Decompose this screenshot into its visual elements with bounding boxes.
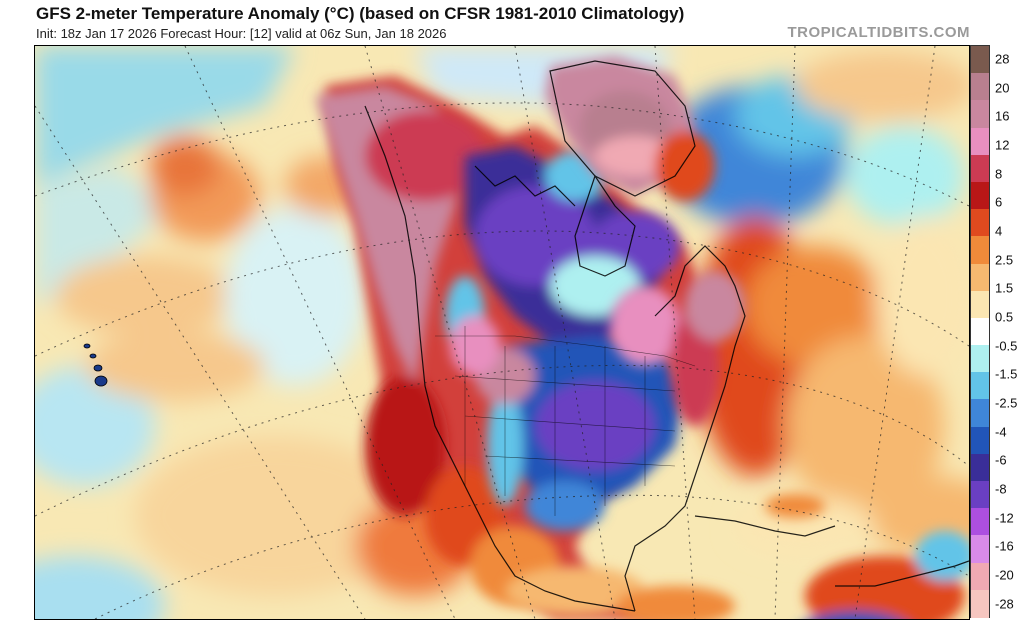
colorbar-tick-label: 20 <box>995 80 1010 96</box>
colorbar-tick-label: 6 <box>995 194 1003 210</box>
colorbar-segment <box>971 263 989 292</box>
colorbar-tick-label: -8 <box>995 481 1007 497</box>
colorbar-segment <box>971 426 989 455</box>
colorbar-tick-label: 4 <box>995 223 1003 239</box>
colorbar-tick-label: 8 <box>995 166 1003 182</box>
colorbar-segment <box>971 181 989 210</box>
brand-watermark[interactable]: TROPICALTIDBITS.COM <box>787 24 970 41</box>
colorbar-tick-label: 16 <box>995 108 1010 124</box>
colorbar-tick-label: -6 <box>995 452 1007 468</box>
colorbar-segment <box>971 236 989 265</box>
colorbar <box>970 45 990 618</box>
colorbar-tick-label: 12 <box>995 137 1010 153</box>
colorbar-segment <box>971 127 989 156</box>
chart-title: GFS 2-meter Temperature Anomaly (°C) (ba… <box>36 4 685 23</box>
colorbar-segment <box>971 453 989 482</box>
colorbar-tick-label: 1.5 <box>995 280 1014 296</box>
colorbar-tick-label: -12 <box>995 510 1014 526</box>
colorbar-tick-label: 28 <box>995 51 1010 67</box>
colorbar-tick-label: -4 <box>995 424 1007 440</box>
colorbar-tick-label: -20 <box>995 567 1014 583</box>
colorbar-tick-label: -1.5 <box>995 366 1018 382</box>
colorbar-tick-label: -0.5 <box>995 338 1018 354</box>
colorbar-tick-label: 0.5 <box>995 309 1014 325</box>
colorbar-segment <box>971 562 989 591</box>
colorbar-segment <box>971 508 989 537</box>
colorbar-tick-label: 2.5 <box>995 252 1014 268</box>
colorbar-segment <box>971 46 989 74</box>
colorbar-tick-label: -28 <box>995 596 1014 612</box>
colorbar-segment <box>971 399 989 428</box>
colorbar-segment <box>971 372 989 401</box>
colorbar-segment <box>971 481 989 509</box>
colorbar-segment <box>971 535 989 564</box>
colorbar-segment <box>971 100 989 129</box>
colorbar-segment <box>971 317 989 346</box>
colorbar-segment <box>971 154 989 183</box>
colorbar-segment <box>971 73 989 101</box>
colorbar-tick-label: -2.5 <box>995 395 1018 411</box>
init-forecast-info: Init: 18z Jan 17 2026 Forecast Hour: [12… <box>36 26 447 41</box>
colorbar-segment <box>971 345 989 373</box>
colorbar-segment <box>971 290 989 319</box>
anomaly-map <box>34 45 970 620</box>
colorbar-segment <box>971 589 989 618</box>
colorbar-tick-label: -16 <box>995 538 1014 554</box>
colorbar-segment <box>971 209 989 237</box>
